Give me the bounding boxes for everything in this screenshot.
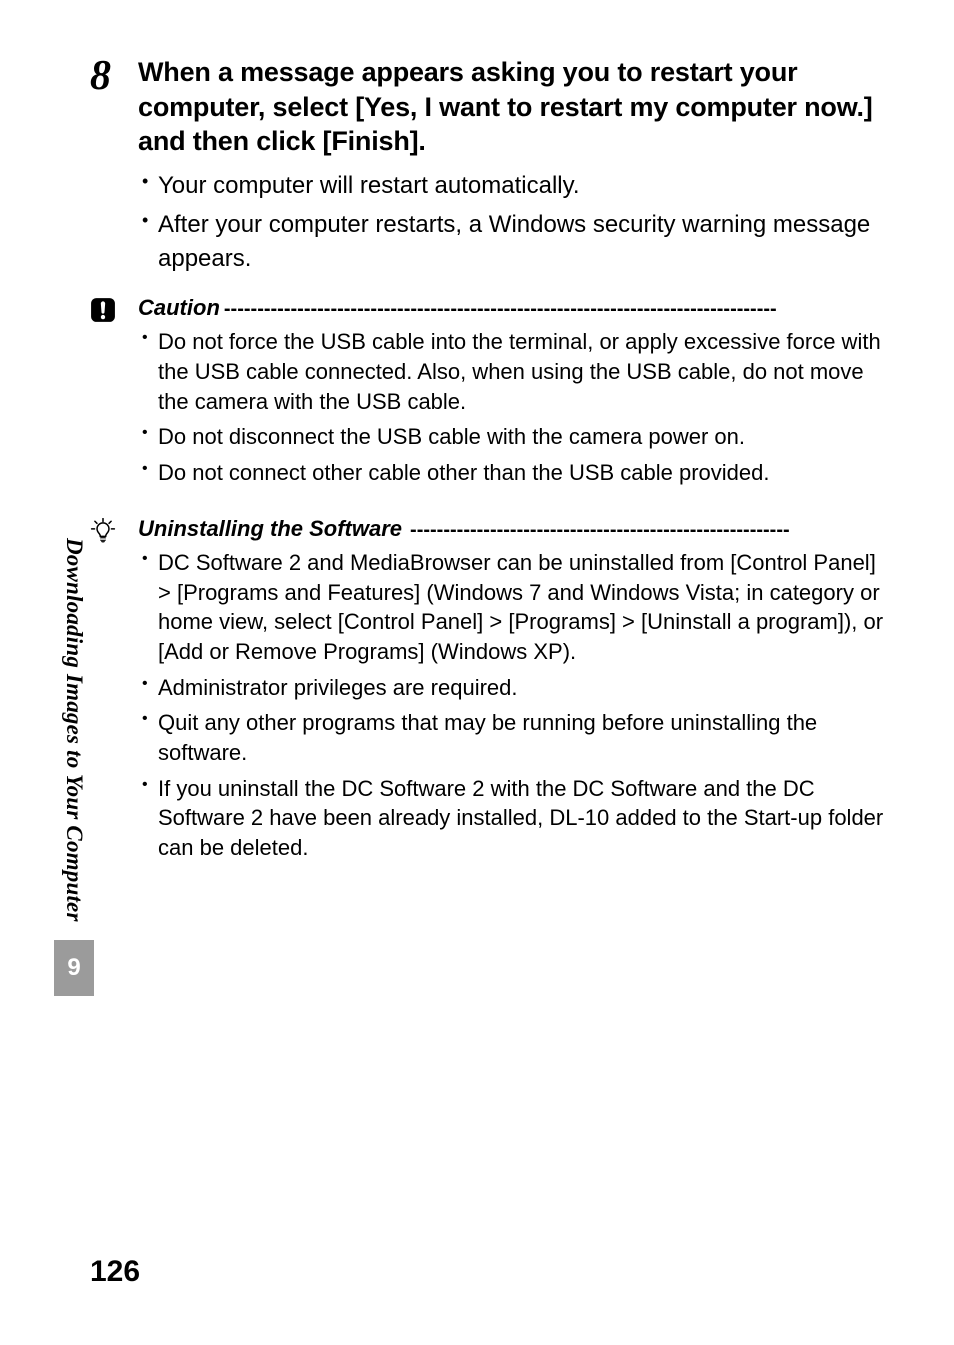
tip-list: DC Software 2 and MediaBrowser can be un… (138, 548, 894, 863)
caution-block: Caution --------------------------------… (90, 295, 894, 493)
step-bullet-list: Your computer will restart automatically… (138, 169, 894, 276)
tip-item: Quit any other programs that may be runn… (138, 708, 894, 767)
tip-title: Uninstalling the Software (138, 516, 402, 542)
tip-dashes: ----------------------------------------… (410, 519, 894, 542)
tip-body: Uninstalling the Software --------------… (138, 516, 894, 869)
caution-icon (90, 295, 138, 323)
step-bullet: After your computer restarts, a Windows … (138, 208, 894, 275)
tip-icon (90, 516, 138, 544)
caution-title-row: Caution --------------------------------… (138, 295, 894, 321)
tip-title-row: Uninstalling the Software --------------… (138, 516, 894, 542)
side-section-number: 9 (54, 940, 94, 996)
caution-dashes: ----------------------------------------… (224, 298, 894, 321)
caution-item: Do not force the USB cable into the term… (138, 327, 894, 416)
caution-title: Caution (138, 295, 220, 321)
step-block: 8 When a message appears asking you to r… (90, 55, 894, 281)
caution-item: Do not connect other cable other than th… (138, 458, 894, 488)
tip-item: Administrator privileges are required. (138, 673, 894, 703)
tip-item: DC Software 2 and MediaBrowser can be un… (138, 548, 894, 667)
tip-block: Uninstalling the Software --------------… (90, 516, 894, 869)
side-section-label: Downloading Images to Your Computer (61, 538, 87, 922)
step-body: When a message appears asking you to res… (138, 55, 894, 281)
step-heading: When a message appears asking you to res… (138, 55, 894, 159)
caution-item: Do not disconnect the USB cable with the… (138, 422, 894, 452)
caution-list: Do not force the USB cable into the term… (138, 327, 894, 487)
tip-item: If you uninstall the DC Software 2 with … (138, 774, 894, 863)
page: 8 When a message appears asking you to r… (0, 0, 954, 1345)
page-number: 126 (90, 1255, 140, 1289)
step-number: 8 (90, 55, 138, 97)
step-bullet: Your computer will restart automatically… (138, 169, 894, 203)
caution-body: Caution --------------------------------… (138, 295, 894, 493)
side-tab: Downloading Images to Your Computer 9 (54, 538, 94, 996)
